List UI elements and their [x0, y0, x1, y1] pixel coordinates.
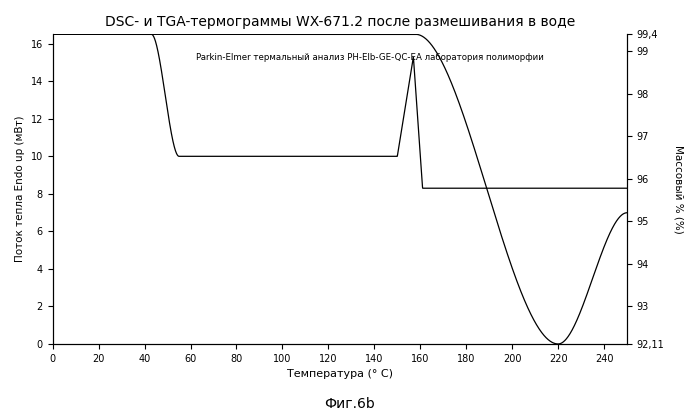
Y-axis label: Поток тепла Endo up (мВт): Поток тепла Endo up (мВт)	[15, 116, 25, 262]
Y-axis label: Массовый % (%): Массовый % (%)	[674, 145, 684, 234]
X-axis label: Температура (° C): Температура (° C)	[287, 369, 393, 379]
Title: DSC- и TGA-термограммы WX-671.2 после размешивания в воде: DSC- и TGA-термограммы WX-671.2 после ра…	[105, 15, 575, 29]
Text: Фиг.6b: Фиг.6b	[324, 397, 375, 411]
Text: Parkin-Elmer термальный анализ PH-Elb-GE-QC-EA лаборатория полиморфии: Parkin-Elmer термальный анализ PH-Elb-GE…	[196, 53, 544, 62]
